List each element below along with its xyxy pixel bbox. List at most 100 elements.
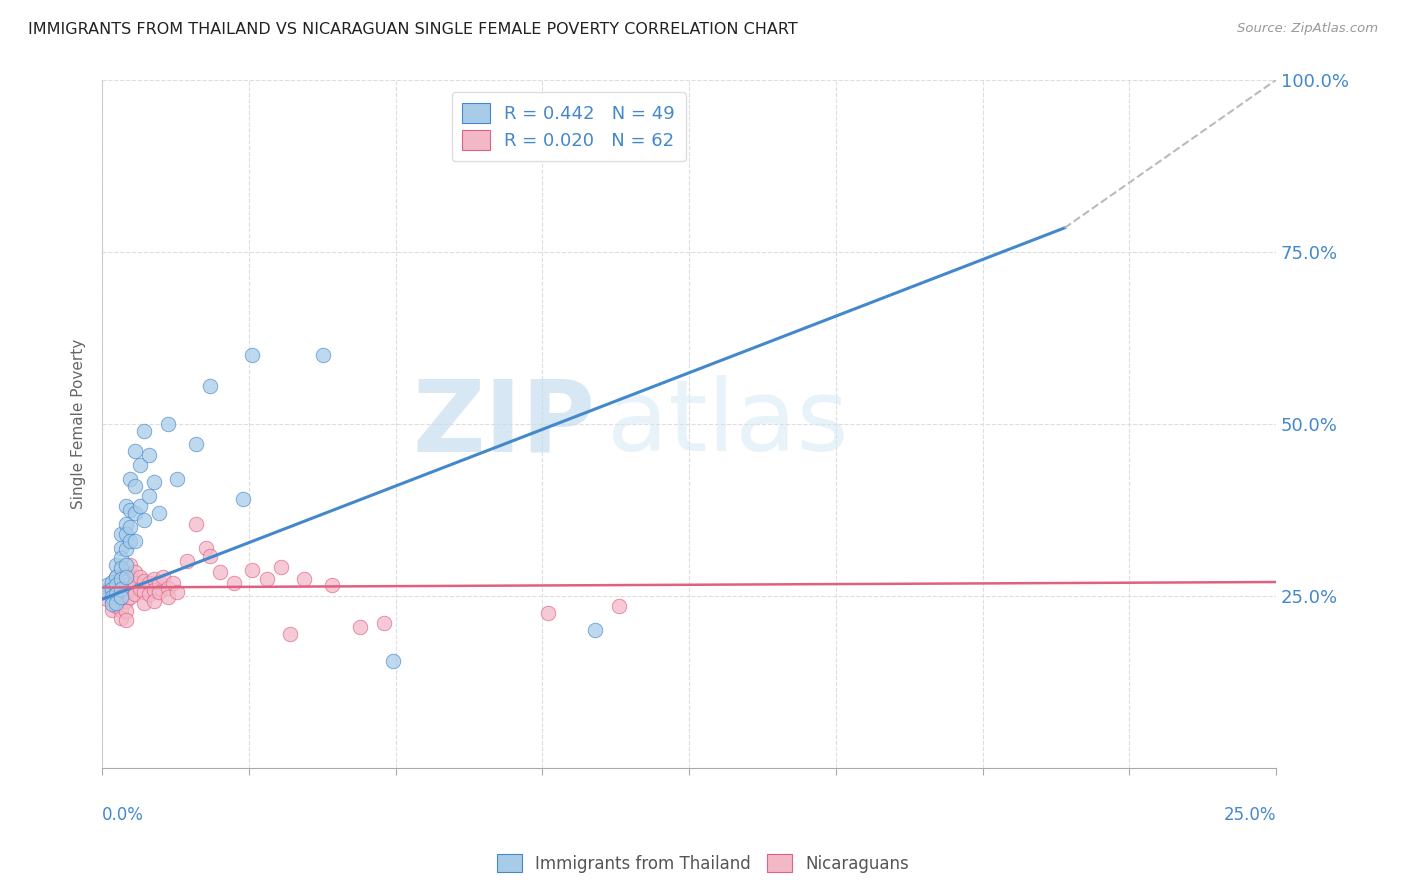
Point: [114, 566, 136, 581]
Point: [124, 533, 146, 548]
Text: ZIP: ZIP: [412, 376, 595, 473]
Point: [96, 578, 118, 592]
Point: [105, 578, 128, 592]
Point: [114, 613, 136, 627]
Point: [120, 520, 142, 534]
Point: [194, 541, 217, 555]
Point: [537, 606, 560, 620]
Point: [128, 500, 150, 514]
Point: [105, 596, 128, 610]
Point: [110, 572, 132, 586]
Point: [120, 533, 142, 548]
Point: [110, 561, 132, 575]
Point: [105, 558, 128, 572]
Point: [120, 590, 142, 604]
Point: [110, 590, 132, 604]
Point: [100, 597, 122, 611]
Point: [607, 599, 630, 613]
Point: [110, 574, 132, 588]
Point: [114, 604, 136, 618]
Point: [114, 594, 136, 608]
Point: [105, 590, 128, 604]
Point: [134, 574, 156, 588]
Point: [124, 576, 146, 591]
Point: [292, 572, 315, 586]
Point: [128, 458, 150, 472]
Point: [105, 569, 128, 583]
Point: [152, 569, 174, 583]
Point: [114, 541, 136, 556]
Point: [184, 516, 207, 531]
Point: [110, 551, 132, 566]
Point: [134, 424, 156, 438]
Point: [198, 549, 221, 563]
Point: [110, 561, 132, 575]
Point: [312, 348, 335, 362]
Point: [100, 602, 122, 616]
Point: [124, 479, 146, 493]
Y-axis label: Single Female Poverty: Single Female Poverty: [72, 339, 86, 509]
Point: [124, 587, 146, 601]
Point: [208, 565, 231, 579]
Point: [142, 572, 165, 586]
Point: [232, 492, 254, 507]
Point: [114, 516, 136, 531]
Point: [148, 574, 170, 589]
Point: [100, 574, 122, 589]
Point: [256, 572, 278, 586]
Point: [114, 558, 136, 572]
Point: [114, 500, 136, 514]
Point: [176, 554, 198, 568]
Point: [156, 590, 179, 604]
Point: [105, 581, 128, 595]
Point: [114, 576, 136, 591]
Point: [222, 576, 245, 591]
Text: 25.0%: 25.0%: [1223, 805, 1277, 823]
Point: [184, 437, 207, 451]
Point: [96, 583, 118, 598]
Point: [166, 472, 188, 486]
Text: 0.0%: 0.0%: [103, 805, 143, 823]
Point: [105, 569, 128, 583]
Point: [373, 616, 395, 631]
Point: [278, 626, 301, 640]
Point: [583, 623, 606, 637]
Legend: R = 0.442   N = 49, R = 0.020   N = 62: R = 0.442 N = 49, R = 0.020 N = 62: [451, 93, 686, 161]
Legend: Immigrants from Thailand, Nicaraguans: Immigrants from Thailand, Nicaraguans: [489, 847, 917, 880]
Point: [156, 581, 179, 595]
Point: [148, 506, 170, 520]
Point: [142, 583, 165, 598]
Point: [110, 582, 132, 596]
Point: [100, 582, 122, 596]
Point: [156, 417, 179, 431]
Point: [105, 599, 128, 613]
Text: IMMIGRANTS FROM THAILAND VS NICARAGUAN SINGLE FEMALE POVERTY CORRELATION CHART: IMMIGRANTS FROM THAILAND VS NICARAGUAN S…: [28, 22, 797, 37]
Point: [198, 379, 221, 393]
Point: [100, 590, 122, 604]
Point: [166, 585, 188, 599]
Point: [110, 527, 132, 541]
Point: [120, 472, 142, 486]
Point: [162, 576, 184, 591]
Point: [128, 582, 150, 596]
Point: [100, 585, 122, 599]
Point: [120, 581, 142, 595]
Point: [142, 594, 165, 608]
Point: [100, 576, 122, 591]
Point: [124, 506, 146, 520]
Point: [96, 592, 118, 607]
Point: [138, 576, 160, 591]
Point: [134, 596, 156, 610]
Point: [114, 569, 136, 583]
Point: [114, 527, 136, 541]
Point: [110, 602, 132, 616]
Point: [242, 348, 264, 362]
Point: [138, 587, 160, 601]
Point: [124, 565, 146, 579]
Point: [321, 578, 343, 592]
Point: [110, 611, 132, 625]
Point: [138, 448, 160, 462]
Point: [120, 503, 142, 517]
Point: [242, 563, 264, 577]
Point: [110, 541, 132, 555]
